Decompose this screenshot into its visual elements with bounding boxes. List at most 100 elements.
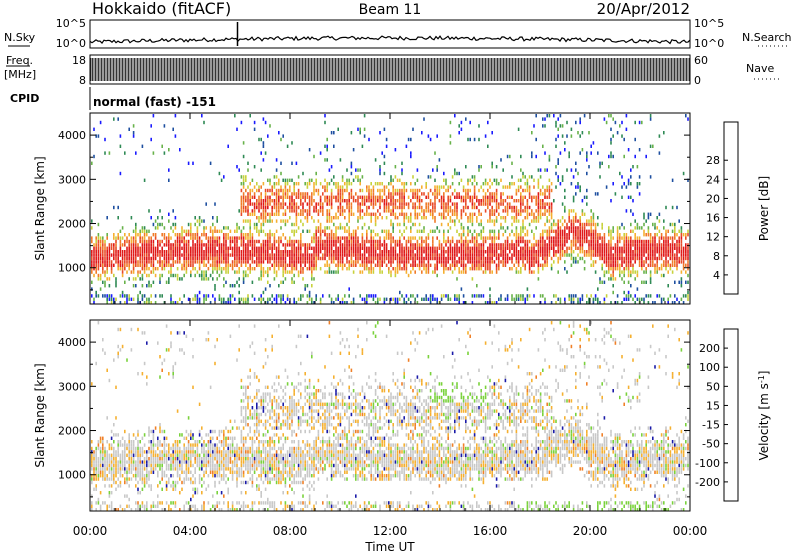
- echo-cell: [141, 246, 144, 250]
- echo-cell: [256, 239, 258, 244]
- echo-cell: [251, 280, 254, 284]
- echo-cell: [262, 117, 265, 121]
- echo-cell: [269, 267, 271, 271]
- echo-cell: [306, 212, 309, 216]
- echo-cell: [451, 192, 454, 196]
- echo-cell: [311, 195, 313, 199]
- echo-cell: [621, 301, 623, 305]
- echo-cell: [240, 263, 243, 267]
- echo-cell: [535, 209, 537, 213]
- echo-cell: [335, 297, 337, 301]
- echo-cell: [229, 284, 232, 288]
- freq-panel: [89, 54, 691, 85]
- echo-cell: [526, 188, 529, 193]
- echo-cell: [467, 192, 469, 196]
- echo-cell: [192, 243, 194, 247]
- echo-cell: [337, 246, 339, 250]
- echo-cell: [487, 301, 489, 305]
- echo-cell: [295, 161, 298, 165]
- echo-cell: [280, 250, 282, 254]
- echo-cell: [542, 250, 544, 254]
- echo-cell: [526, 239, 529, 244]
- echo-cell: [262, 267, 265, 271]
- echo-cell: [372, 236, 375, 240]
- echo-cell: [280, 185, 282, 189]
- echo-cell: [209, 161, 212, 165]
- echo-cell: [630, 284, 632, 288]
- echo-cell: [590, 216, 592, 220]
- echo-cell: [359, 243, 361, 247]
- echo-cell: [469, 188, 471, 193]
- echo-cell: [539, 239, 542, 244]
- echo-cell: [95, 260, 97, 264]
- echo-cell: [368, 239, 370, 244]
- echo-cell: [304, 284, 306, 288]
- echo-cell: [304, 287, 306, 291]
- echo-cell: [209, 236, 212, 240]
- echo-cell: [238, 250, 240, 254]
- echo-cell: [216, 267, 218, 271]
- echo-cell: [555, 120, 557, 125]
- echo-cell: [513, 219, 515, 223]
- echo-cell: [295, 205, 298, 210]
- echo-cell: [278, 199, 280, 203]
- echo-cell: [487, 246, 489, 250]
- echo-cell: [161, 260, 163, 264]
- echo-cell: [333, 250, 335, 254]
- echo-cell: [187, 222, 190, 227]
- echo-cell: [278, 250, 280, 254]
- echo-cell: [388, 209, 390, 213]
- echo-cell: [623, 246, 625, 250]
- echo-cell: [181, 246, 183, 250]
- echo-cell: [170, 270, 172, 274]
- echo-cell: [218, 260, 221, 264]
- echo-cell: [379, 205, 381, 210]
- echo-cell: [176, 250, 179, 254]
- echo-cell: [165, 236, 168, 240]
- echo-cell: [161, 144, 163, 148]
- echo-cell: [623, 233, 625, 237]
- echo-cell: [399, 263, 401, 267]
- echo-cell: [495, 178, 498, 182]
- echo-cell: [630, 273, 632, 278]
- echo-cell: [546, 233, 548, 237]
- echo-cell: [181, 277, 183, 281]
- echo-cell: [542, 294, 544, 298]
- echo-cell: [282, 297, 284, 301]
- echo-cell: [462, 188, 465, 193]
- echo-cell: [132, 250, 135, 254]
- echo-cell: [366, 195, 368, 199]
- echo-cell: [238, 209, 240, 213]
- echo-cell: [623, 239, 625, 244]
- echo-cell: [183, 239, 185, 244]
- echo-cell: [128, 246, 130, 250]
- echo-cell: [165, 260, 168, 264]
- echo-cell: [185, 256, 188, 261]
- echo-cell: [139, 260, 141, 264]
- echo-cell: [601, 236, 603, 240]
- echo-cell: [603, 256, 606, 261]
- echo-cell: [630, 250, 632, 254]
- echo-cell: [350, 202, 353, 206]
- echo-cell: [599, 277, 601, 281]
- echo-cell: [97, 267, 100, 271]
- echo-cell: [599, 161, 601, 165]
- echo-cell: [357, 243, 359, 247]
- echo-cell: [524, 209, 526, 213]
- echo-cell: [337, 256, 339, 261]
- echo-cell: [588, 301, 590, 305]
- echo-cell: [148, 250, 150, 254]
- echo-cell: [280, 195, 282, 199]
- echo-cell: [526, 185, 529, 189]
- echo-cell: [539, 250, 542, 254]
- echo-cell: [559, 243, 562, 247]
- echo-cell: [601, 246, 603, 250]
- echo-cell: [434, 229, 436, 233]
- echo-cell: [328, 202, 331, 206]
- echo-cell: [119, 253, 122, 257]
- echo-cell: [460, 236, 463, 240]
- echo-cell: [445, 205, 447, 210]
- echo-cell: [308, 195, 311, 199]
- echo-cell: [531, 270, 533, 274]
- echo-cell: [97, 253, 100, 257]
